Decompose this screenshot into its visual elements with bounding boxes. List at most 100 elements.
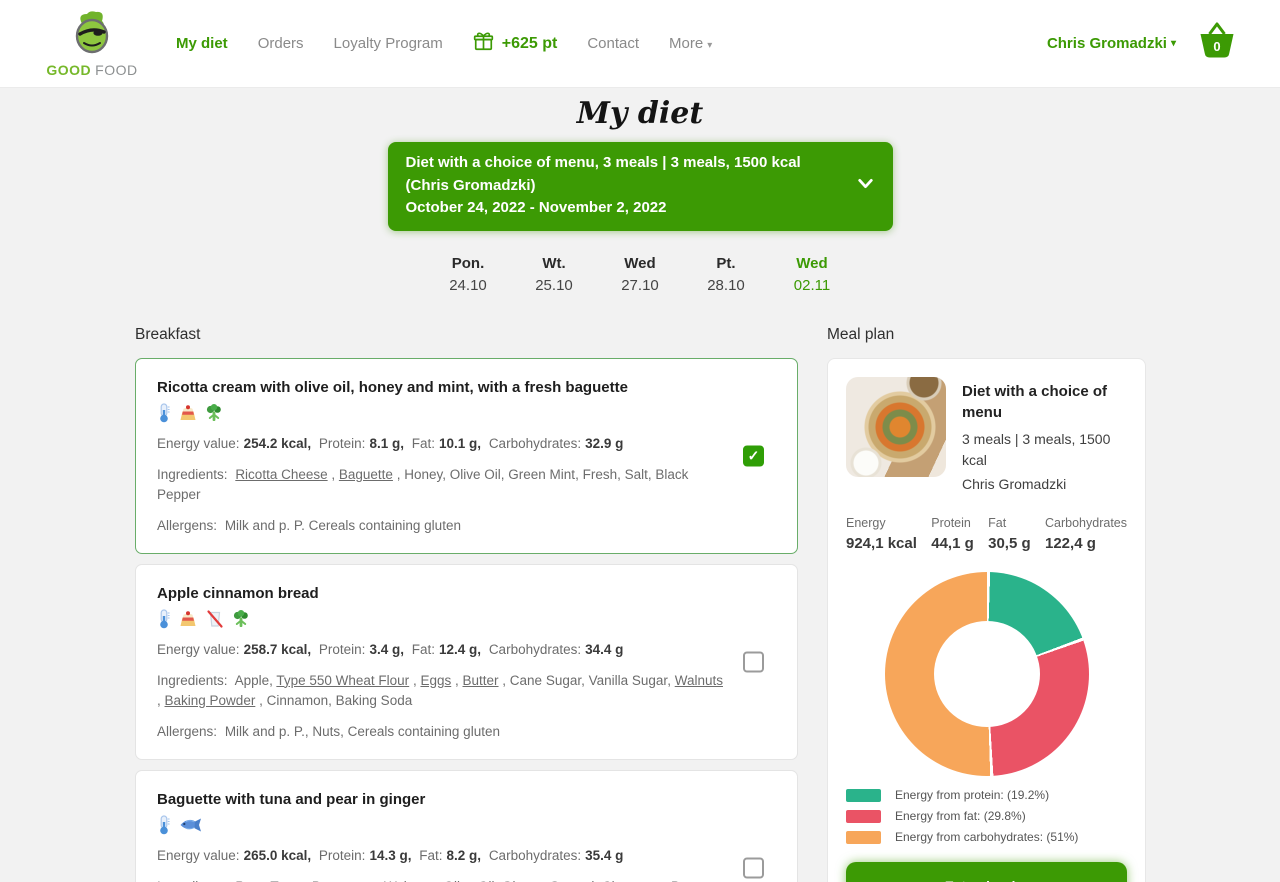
carbohydrates-label: Carbohydrates: xyxy=(488,435,582,451)
stat-energy: Energy 924,1 kcal xyxy=(846,516,917,552)
meal-attribute-icons xyxy=(157,608,723,629)
ingredient-link[interactable]: Baguettes xyxy=(312,879,373,882)
plan-banner-title: Diet with a choice of menu, 3 meals | 3 … xyxy=(405,154,801,194)
day-tab[interactable]: Wt. 25.10 xyxy=(524,255,584,294)
chevron-down-icon: ▾ xyxy=(1170,38,1176,49)
day-date: 28.10 xyxy=(707,276,745,294)
broccoli-icon xyxy=(232,609,250,629)
meal-select-checkbox[interactable] xyxy=(743,857,764,878)
meal-nutrition: Energy value: 258.7 kcal, Protein: 3.4 g, … xyxy=(157,641,624,657)
points-label: +625 pt xyxy=(501,34,558,52)
day-tab[interactable]: Pon. 24.10 xyxy=(438,255,498,294)
meal-title: Apple cinnamon bread xyxy=(157,584,319,602)
extend-order-button[interactable]: Extend order xyxy=(846,862,1127,882)
nav-loyalty-program[interactable]: Loyalty Program xyxy=(333,35,443,52)
ingredient-link[interactable]: Tuna xyxy=(270,879,300,882)
ingredient-link[interactable]: Baking Powder xyxy=(164,693,256,708)
protein-value: 3.4 g xyxy=(369,641,401,657)
ingredient-link[interactable]: Ricotta Cheese xyxy=(235,466,328,482)
ingredient-link[interactable]: Baguette xyxy=(338,466,393,482)
plan-banner-dates: October 24, 2022 - November 2, 2022 xyxy=(405,199,667,216)
plan-selector-dropdown[interactable]: Diet with a choice of menu, 3 meals | 3 … xyxy=(387,142,893,231)
protein-value: 8.1 g xyxy=(369,435,401,451)
ingredient-text: Cinnamon xyxy=(266,693,329,708)
legend-swatch xyxy=(846,809,881,823)
meal-select-checkbox[interactable]: ✓ xyxy=(743,445,764,466)
donut-hole xyxy=(933,621,1040,727)
meal-allergens: Allergens: Milk and p. P., Nuts, Cereals… xyxy=(157,722,723,742)
legend-label: Energy from protein: (19.2%) xyxy=(895,788,1050,802)
meal-plan-heading: Meal plan xyxy=(827,325,895,343)
meal-select-checkbox[interactable] xyxy=(743,651,764,672)
fat-label: Fat: xyxy=(419,847,443,863)
chevron-down-icon: ▾ xyxy=(707,40,713,51)
broccoli-icon xyxy=(205,403,223,423)
energy-donut-chart-wrap xyxy=(846,572,1127,776)
ingredient-text: Baking Soda xyxy=(335,693,413,708)
day-date: 02.11 xyxy=(793,276,831,294)
cart-button[interactable]: 0 xyxy=(1196,22,1238,65)
ingredients-label: Ingredients: xyxy=(157,672,228,688)
protein-label: Protein: xyxy=(318,641,366,657)
thermometer-icon xyxy=(157,402,171,423)
protein-label: Protein: xyxy=(318,847,366,863)
ingredient-link[interactable]: Butter xyxy=(462,672,499,688)
ingredient-text: Fresh xyxy=(582,466,618,482)
legend-label: Energy from fat: (29.8%) xyxy=(895,809,1026,823)
day-date: 25.10 xyxy=(535,276,573,294)
brand-logo[interactable]: GOOD FOOD xyxy=(42,9,142,78)
chart-legend: Energy from protein: (19.2%) Energy from… xyxy=(846,788,1127,844)
meal-attribute-icons xyxy=(157,814,723,835)
ingredients-list: Apple, Type 550 Wheat Flour , Eggs , But… xyxy=(157,672,723,708)
ingredients-label: Ingredients: xyxy=(157,879,228,882)
ingredient-text: Brown Sugar xyxy=(157,879,709,882)
fat-value: 12.4 g xyxy=(439,641,478,657)
meal-plan-column: Meal plan Diet with a choice of menu 3 m… xyxy=(827,326,1146,882)
energy-value: 254.2 kcal xyxy=(243,435,308,451)
ingredient-link[interactable]: Type 550 Wheat Flour xyxy=(276,672,410,688)
stat-label: Energy xyxy=(846,516,886,530)
carbohydrates-value: 35.4 g xyxy=(585,847,624,863)
day-tabs: Pon. 24.10 Wt. 25.10 Wed 27.10 Pt. 28.10… xyxy=(0,255,1280,294)
fish-icon xyxy=(178,815,202,835)
protein-label: Protein: xyxy=(318,435,366,451)
day-tab[interactable]: Wed 02.11 xyxy=(782,255,842,294)
ingredient-text: Olive Oil xyxy=(444,879,495,882)
carbohydrates-value: 32.9 g xyxy=(585,435,624,451)
legend-item-carbohydrates: Energy from carbohydrates: (51%) xyxy=(846,830,1127,844)
ingredient-link[interactable]: Walnuts xyxy=(384,879,432,882)
ingredient-text: Green Mint xyxy=(508,466,576,482)
nav-loyalty-points[interactable]: +625 pt xyxy=(473,31,558,57)
ingredient-text: Cinnamon xyxy=(602,879,664,882)
energy-value: 265.0 kcal xyxy=(243,847,308,863)
day-tab[interactable]: Wed 27.10 xyxy=(610,255,670,294)
nav-contact[interactable]: Contact xyxy=(587,35,640,52)
user-name: Chris Gromadzki xyxy=(1046,35,1167,52)
page-title: My diet xyxy=(576,96,704,131)
energy-donut-chart xyxy=(884,572,1089,776)
meal-card: Ricotta cream with olive oil, honey and … xyxy=(135,357,798,554)
meal-plan-card: Diet with a choice of menu 3 meals | 3 m… xyxy=(827,357,1146,882)
brand-wordmark: GOOD FOOD xyxy=(46,62,137,78)
user-menu[interactable]: Chris Gromadzki ▾ xyxy=(1047,35,1176,52)
nav-more[interactable]: More ▾ xyxy=(669,35,712,52)
stat-value: 44,1 g xyxy=(931,535,974,552)
energy-label: Energy value: xyxy=(157,641,240,657)
cake-icon xyxy=(178,609,198,629)
day-tab[interactable]: Pt. 28.10 xyxy=(696,255,756,294)
protein-value: 14.3 g xyxy=(369,847,408,863)
fat-value: 10.1 g xyxy=(439,435,478,451)
legend-swatch xyxy=(846,830,881,844)
nav-orders[interactable]: Orders xyxy=(257,35,304,52)
ingredient-link[interactable]: Eggs xyxy=(420,672,452,688)
navbar: GOOD FOOD My diet Orders Loyalty Program … xyxy=(0,0,1280,88)
day-label: Wt. xyxy=(542,254,566,272)
meal-title: Baguette with tuna and pear in ginger xyxy=(157,790,426,808)
nav-my-diet[interactable]: My diet xyxy=(176,35,228,52)
navbar-right: Chris Gromadzki ▾ 0 xyxy=(1047,22,1238,65)
day-label: Wed xyxy=(796,254,828,272)
ingredient-text: Black Pepper xyxy=(157,466,689,502)
fat-value: 8.2 g xyxy=(446,847,478,863)
thermometer-icon xyxy=(157,814,171,835)
ingredient-link[interactable]: Walnuts xyxy=(674,672,723,688)
